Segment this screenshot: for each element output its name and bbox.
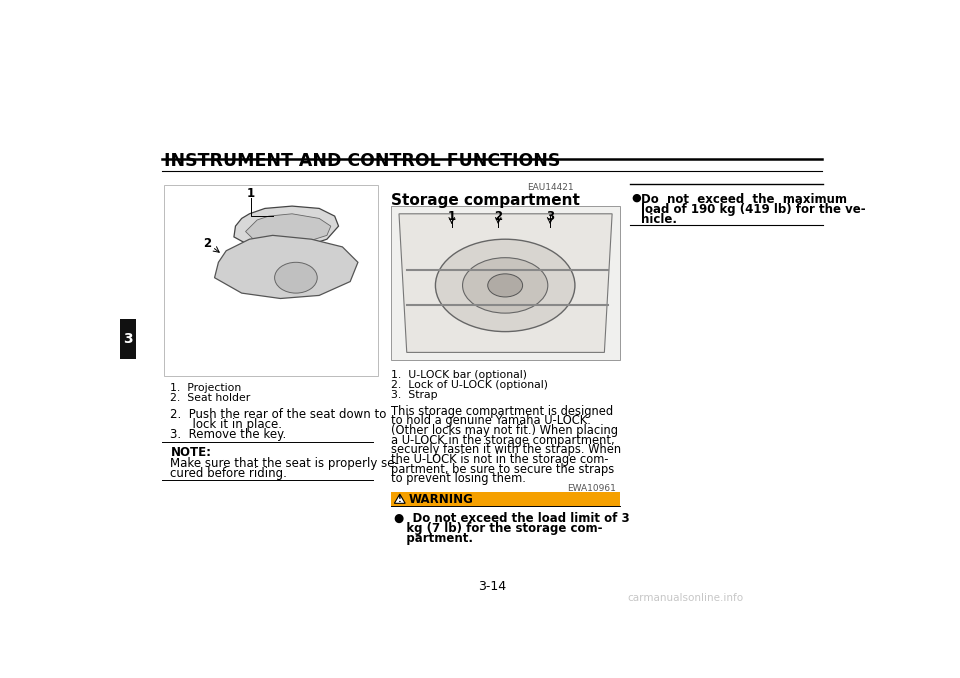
Text: 3.  Remove the key.: 3. Remove the key. xyxy=(170,428,287,441)
Text: load of 190 kg (419 lb) for the ve-: load of 190 kg (419 lb) for the ve- xyxy=(641,203,865,216)
Text: 2: 2 xyxy=(203,237,211,250)
Text: to hold a genuine Yamaha U-LOCK.: to hold a genuine Yamaha U-LOCK. xyxy=(392,414,591,427)
Ellipse shape xyxy=(275,262,317,293)
Text: Storage compartment: Storage compartment xyxy=(392,193,580,208)
Text: partment.: partment. xyxy=(395,532,473,545)
Text: 2.  Lock of U-LOCK (optional): 2. Lock of U-LOCK (optional) xyxy=(392,380,548,390)
Ellipse shape xyxy=(488,274,522,297)
FancyBboxPatch shape xyxy=(392,492,620,506)
Polygon shape xyxy=(399,214,612,353)
Text: This storage compartment is designed: This storage compartment is designed xyxy=(392,405,613,418)
Text: a U-LOCK in the storage compartment,: a U-LOCK in the storage compartment, xyxy=(392,434,614,447)
Text: 1.  U-LOCK bar (optional): 1. U-LOCK bar (optional) xyxy=(392,370,527,380)
Text: carmanualsonline.info: carmanualsonline.info xyxy=(628,593,744,603)
Text: 2.  Seat holder: 2. Seat holder xyxy=(170,393,251,403)
Text: 3.  Strap: 3. Strap xyxy=(392,390,438,400)
FancyBboxPatch shape xyxy=(164,184,378,376)
Text: lock it in place.: lock it in place. xyxy=(170,418,282,431)
Polygon shape xyxy=(246,214,331,243)
Polygon shape xyxy=(234,206,339,250)
Polygon shape xyxy=(214,235,358,298)
Text: WARNING: WARNING xyxy=(408,494,473,506)
Text: to prevent losing them.: to prevent losing them. xyxy=(392,472,526,485)
Text: 2: 2 xyxy=(494,210,502,223)
Ellipse shape xyxy=(463,258,548,313)
FancyBboxPatch shape xyxy=(120,319,135,359)
Text: Make sure that the seat is properly se-: Make sure that the seat is properly se- xyxy=(170,457,399,470)
Text: 1: 1 xyxy=(247,186,255,199)
Text: partment, be sure to secure the straps: partment, be sure to secure the straps xyxy=(392,462,614,475)
Text: 3: 3 xyxy=(546,210,554,223)
Text: 1: 1 xyxy=(447,210,456,223)
Text: ●  Do not exceed the load limit of 3: ● Do not exceed the load limit of 3 xyxy=(395,512,630,525)
Text: 3-14: 3-14 xyxy=(478,580,506,593)
Text: 1.  Projection: 1. Projection xyxy=(170,383,242,393)
Ellipse shape xyxy=(436,239,575,332)
Text: EWA10961: EWA10961 xyxy=(567,484,616,493)
Text: 2.  Push the rear of the seat down to: 2. Push the rear of the seat down to xyxy=(170,408,387,421)
Text: securely fasten it with the straps. When: securely fasten it with the straps. When xyxy=(392,443,621,456)
Text: (Other locks may not fit.) When placing: (Other locks may not fit.) When placing xyxy=(392,424,618,437)
Text: INSTRUMENT AND CONTROL FUNCTIONS: INSTRUMENT AND CONTROL FUNCTIONS xyxy=(164,152,561,170)
Text: Do  not  exceed  the  maximum: Do not exceed the maximum xyxy=(641,193,847,206)
Text: EAU14421: EAU14421 xyxy=(527,183,573,192)
Text: hicle.: hicle. xyxy=(641,213,677,226)
Text: cured before riding.: cured before riding. xyxy=(170,467,287,480)
Text: the U-LOCK is not in the storage com-: the U-LOCK is not in the storage com- xyxy=(392,453,609,466)
Text: kg (7 lb) for the storage com-: kg (7 lb) for the storage com- xyxy=(395,522,603,535)
Text: 3: 3 xyxy=(123,332,132,346)
Text: ●: ● xyxy=(632,193,641,203)
Text: NOTE:: NOTE: xyxy=(170,446,211,459)
Text: !: ! xyxy=(397,495,401,504)
FancyBboxPatch shape xyxy=(392,206,620,360)
Polygon shape xyxy=(395,494,405,503)
